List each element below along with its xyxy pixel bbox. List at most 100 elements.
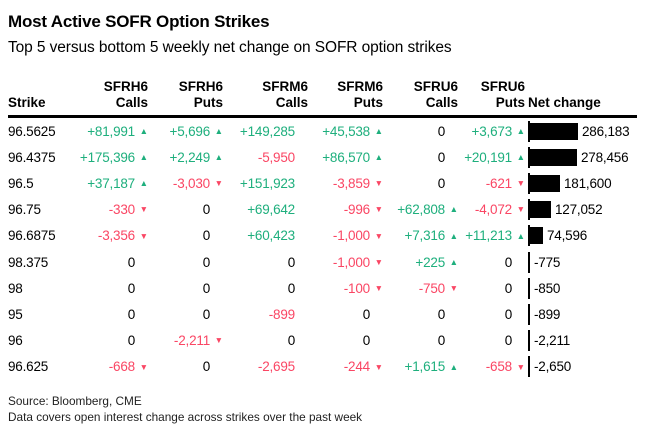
change-cell: 0 [223, 333, 308, 348]
change-cell: +151,923 [223, 176, 308, 191]
up-triangle-icon: ▲ [449, 256, 458, 267]
column-header-strike: Strike [8, 95, 70, 111]
change-cell: 0 [383, 150, 458, 165]
change-value: 0 [287, 254, 296, 270]
strike-cell: 98 [8, 281, 70, 296]
change-value: -330 [108, 202, 135, 218]
change-cell: +81,991 ▲ [70, 124, 148, 139]
column-header-line1: SFRH6 [178, 79, 223, 94]
change-cell: -1,000 ▼ [308, 255, 383, 270]
strike-cell: 96.5 [8, 176, 70, 191]
change-cell: -3,356 ▼ [70, 228, 148, 243]
bar-axis-line [528, 120, 530, 142]
column-header-sfrm6-calls: SFRM6 Calls [223, 79, 308, 111]
table-row: 96.5625 +81,991 ▲ +5,696 ▲ +149,285 +45,538 ▲ 0 +… [8, 118, 637, 144]
column-header-line1: SFRU6 [413, 79, 458, 94]
bar-axis-line [528, 277, 530, 299]
bar-axis-line [528, 172, 530, 194]
change-value: +3,673 [471, 123, 513, 139]
change-cell: -330 ▼ [70, 202, 148, 217]
column-header-sfrm6-puts: SFRM6 Puts [308, 79, 383, 111]
bar-axis-line [528, 303, 530, 325]
change-value: +225 [415, 254, 445, 270]
change-cell: 0 [308, 307, 383, 322]
change-value: +11,213 [465, 228, 512, 244]
change-cell: 0 [458, 307, 525, 322]
change-cell: -244 ▼ [308, 359, 383, 374]
bar-axis-line [528, 225, 530, 247]
change-value: -996 [343, 202, 370, 218]
down-triangle-icon: ▼ [516, 204, 525, 215]
change-value: +175,396 [79, 149, 135, 165]
net-change-label: -850 [534, 280, 561, 296]
net-change-bar [530, 148, 577, 166]
table-row: 96 0 -2,211 ▼ 0 0 0 0 -2,211 [8, 328, 637, 354]
change-cell: 0 [223, 281, 308, 296]
down-triangle-icon: ▼ [516, 178, 525, 189]
source-note: Source: Bloomberg, CME [8, 393, 142, 408]
up-triangle-icon: ▲ [139, 178, 148, 189]
change-cell: -899 [223, 307, 308, 322]
change-cell: -2,211 ▼ [148, 333, 223, 348]
change-value: -100 [343, 280, 370, 296]
column-header-line2: Puts [353, 95, 383, 110]
change-cell: +7,316 ▲ [383, 228, 458, 243]
change-cell: -3,030 ▼ [148, 176, 223, 191]
change-value: -750 [418, 280, 445, 296]
change-value: 0 [127, 254, 136, 270]
table-row: 96.75 -330 ▼ 0 +69,642 -996 ▼ +62,808 ▲ -4,072 ▼ 12… [8, 197, 637, 223]
change-cell: +3,673 ▲ [458, 124, 525, 139]
change-value: +151,923 [239, 175, 295, 191]
change-value: +62,808 [397, 202, 445, 218]
change-cell: +225 ▲ [383, 255, 458, 270]
change-value: 0 [127, 333, 136, 349]
change-cell: 0 [148, 359, 223, 374]
table-row: 96.625 -668 ▼ 0 -2,695 -244 ▼ +1,615 ▲ -658 ▼ -2,65… [8, 354, 637, 380]
net-change-label: -2,650 [534, 359, 572, 375]
change-cell: -100 ▼ [308, 281, 383, 296]
column-header-line2: Puts [193, 95, 223, 110]
change-cell: 0 [383, 307, 458, 322]
change-cell: 0 [70, 307, 148, 322]
change-value: -1,000 [332, 254, 370, 270]
chart-title: Most Active SOFR Option Strikes [8, 12, 270, 31]
change-cell: 0 [70, 333, 148, 348]
change-value: 0 [504, 254, 513, 270]
table-header-row: Strike SFRH6 Calls SFRH6 Puts SFRM6 Calls SFRM6… [8, 79, 637, 118]
change-value: +5,696 [169, 123, 211, 139]
change-value: 0 [362, 333, 371, 349]
net-change-bar [530, 174, 560, 192]
change-value: +37,187 [87, 175, 135, 191]
change-cell: +5,696 ▲ [148, 124, 223, 139]
strike-value: 96.4375 [8, 149, 56, 165]
table-row: 98.375 0 0 0 -1,000 ▼ +225 ▲ 0 -775 [8, 249, 637, 275]
down-triangle-icon: ▼ [374, 361, 383, 372]
change-cell: +37,187 ▲ [70, 176, 148, 191]
column-header-line1: SFRM6 [262, 79, 308, 94]
change-cell: 0 [458, 281, 525, 296]
change-cell: -4,072 ▼ [458, 202, 525, 217]
net-change-label: 74,596 [547, 228, 588, 244]
up-triangle-icon: ▲ [214, 152, 223, 163]
change-cell: 0 [70, 255, 148, 270]
column-header-line1: SFRH6 [103, 79, 148, 94]
strike-value: 98.375 [8, 254, 49, 270]
change-cell: 0 [383, 333, 458, 348]
change-cell: -621 ▼ [458, 176, 525, 191]
strike-value: 96.6875 [8, 228, 56, 244]
bar-axis-line [528, 146, 530, 168]
change-cell: +45,538 ▲ [308, 124, 383, 139]
net-change-label: 278,456 [581, 149, 629, 165]
change-cell: +60,423 [223, 228, 308, 243]
down-triangle-icon: ▼ [516, 361, 525, 372]
change-cell: 0 [148, 307, 223, 322]
net-change-label: 127,052 [555, 202, 603, 218]
change-value: -2,695 [257, 359, 295, 375]
strike-value: 96 [8, 333, 23, 349]
change-cell: +20,191 ▲ [458, 150, 525, 165]
change-value: +2,249 [169, 149, 211, 165]
change-cell: +11,213 ▲ [458, 228, 525, 243]
column-header-line2: Net change [528, 95, 601, 110]
change-cell: 0 [148, 281, 223, 296]
